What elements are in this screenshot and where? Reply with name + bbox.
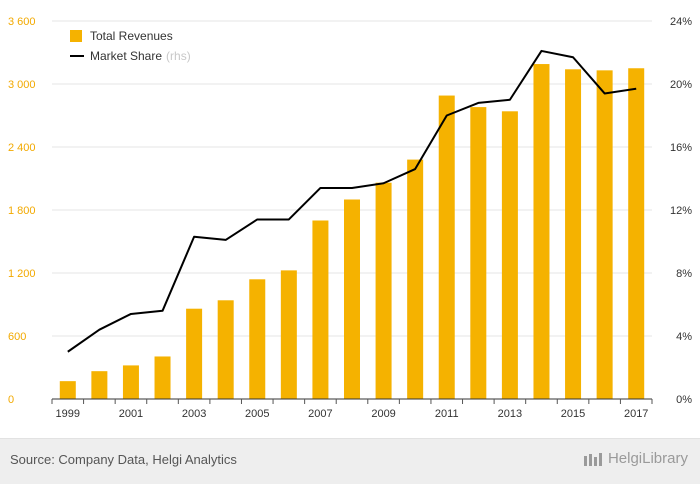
right-tick-label: 20% — [670, 79, 692, 91]
right-axis-ticks: 0% 4% 8% 12% 16% 20% 24% — [670, 16, 692, 406]
x-tick-label: 2015 — [561, 408, 585, 420]
legend-swatch-total-revenues — [70, 30, 82, 42]
x-tick-label: 2017 — [624, 408, 648, 420]
bar — [565, 69, 582, 400]
brand-name: HelgiLibrary — [607, 450, 688, 467]
market-share-line — [67, 49, 637, 353]
legend-label-market-share-suffix: (rhs) — [166, 49, 191, 63]
right-tick-label: 12% — [670, 205, 692, 217]
right-tick-label: 4% — [676, 331, 692, 343]
x-tick-label: 2007 — [308, 408, 332, 420]
footer: Source: Company Data, Helgi Analytics He… — [0, 438, 700, 484]
bar — [312, 220, 329, 399]
x-tick-label: 2003 — [182, 408, 206, 420]
bar — [249, 279, 266, 399]
market-share-series-line — [67, 49, 637, 353]
x-tick-label: 1999 — [56, 408, 80, 420]
x-tick-label: 2001 — [119, 408, 143, 420]
bar — [470, 107, 487, 399]
bar — [438, 95, 455, 400]
left-tick-label: 3 000 — [8, 79, 36, 91]
source-note: Source: Company Data, Helgi Analytics — [10, 452, 237, 467]
right-tick-label: 24% — [670, 16, 692, 28]
bar — [217, 300, 234, 399]
legend: Total Revenues Market Share (rhs) — [70, 29, 191, 63]
bar — [280, 270, 297, 399]
bar — [407, 159, 424, 399]
bar — [596, 70, 613, 399]
left-tick-label: 600 — [8, 331, 26, 343]
bar — [91, 371, 108, 399]
brand-logo: HelgiLibrary — [583, 450, 688, 467]
legend-label-market-share: Market Share (rhs) — [90, 49, 191, 63]
bar — [186, 308, 203, 399]
bar — [375, 182, 392, 399]
left-tick-label: 2 400 — [8, 142, 36, 154]
x-tick-label: 2011 — [435, 408, 459, 420]
bar — [533, 64, 550, 400]
x-axis — [51, 398, 653, 404]
bar — [501, 111, 518, 400]
bar — [59, 381, 76, 399]
revenue-bars — [59, 64, 645, 400]
left-tick-label: 0 — [8, 394, 14, 406]
left-tick-label: 1 200 — [8, 268, 36, 280]
left-tick-label: 3 600 — [8, 16, 36, 28]
x-tick-label: 2009 — [371, 408, 395, 420]
legend-label-market-share-name: Market Share — [90, 49, 162, 63]
library-icon — [583, 453, 602, 467]
bar — [154, 356, 171, 399]
right-tick-label: 16% — [670, 142, 692, 154]
bar — [122, 365, 139, 399]
bar — [344, 199, 360, 399]
right-tick-label: 8% — [676, 268, 692, 280]
left-tick-label: 1 800 — [8, 205, 36, 217]
legend-label-total-revenues: Total Revenues — [90, 29, 173, 43]
bar — [628, 68, 645, 399]
x-tick-label: 2013 — [498, 408, 522, 420]
x-axis-ticks: 1999 2001 2003 2005 2007 2009 2011 2013 2015 2017 — [56, 408, 649, 420]
left-axis-ticks: 0 600 1 200 1 800 2 400 3 000 3 600 — [8, 16, 36, 406]
right-tick-label: 0% — [676, 394, 692, 406]
x-tick-label: 2005 — [245, 408, 269, 420]
chart: 0 600 1 200 1 800 2 400 3 000 3 600 0% 4% 8% 12% 1… — [8, 16, 692, 420]
